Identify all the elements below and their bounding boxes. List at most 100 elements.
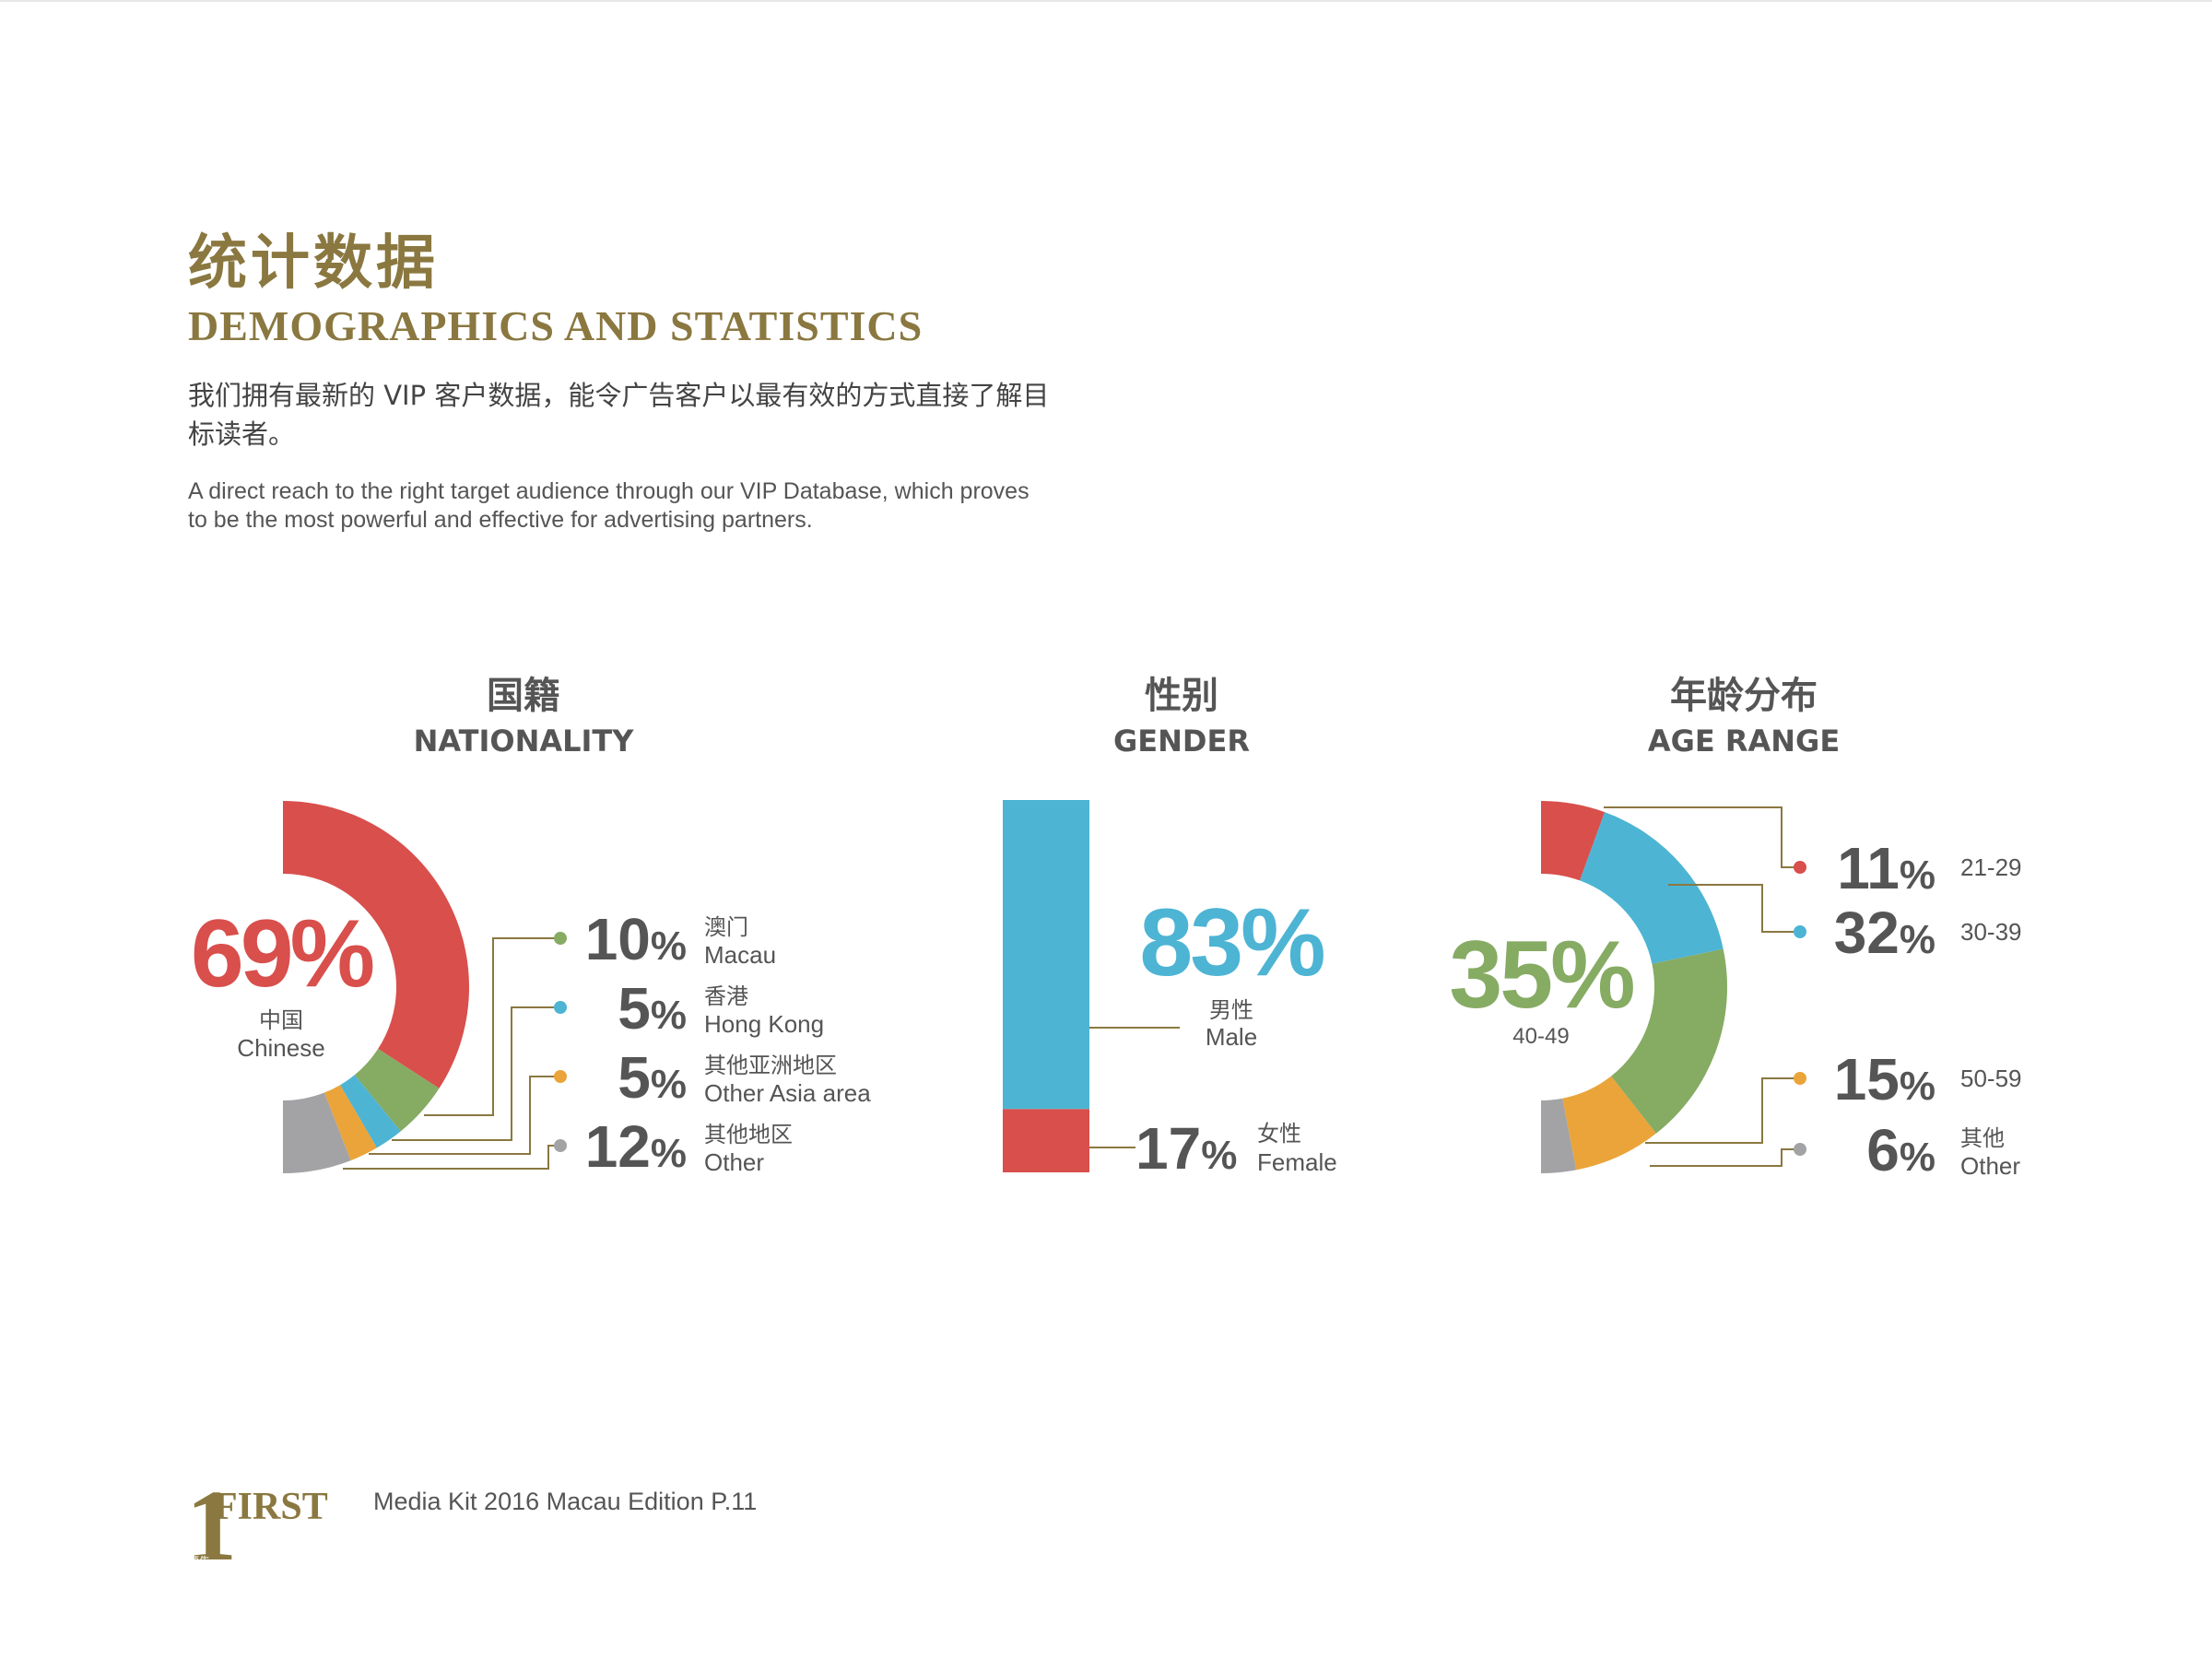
nationality-legend-dot-1 bbox=[554, 1001, 567, 1014]
age-legend-label-en-3: Other bbox=[1960, 1152, 2020, 1180]
nationality-legend-dot-0 bbox=[554, 932, 567, 945]
gender-male-label-en: Male bbox=[1206, 1023, 1257, 1051]
nationality-segment-3 bbox=[324, 1085, 377, 1161]
nationality-segment-2 bbox=[340, 1075, 401, 1148]
age-leader-2 bbox=[1645, 1077, 1800, 1144]
nationality-leader-2 bbox=[369, 1076, 560, 1155]
nationality-legend-num-0: 10 bbox=[585, 906, 651, 972]
nationality-chart: 国籍 NATIONALITY 69% 中国 Chinese 10% 澳门Macau… bbox=[191, 675, 871, 1180]
page-title-cn: 统计数据 bbox=[188, 229, 439, 298]
nationality-legend-value-3: 12% bbox=[585, 1113, 687, 1180]
age-main-label: 40-49 bbox=[1512, 1024, 1569, 1049]
nationality-segment-1 bbox=[354, 1048, 440, 1132]
nationality-legend-label-en-2: Other Asia area bbox=[704, 1079, 871, 1107]
nationality-legend-value-2: 5% bbox=[618, 1044, 687, 1111]
age-legend-value-0: 11% bbox=[1837, 835, 1936, 901]
age-legend-label-0: 21-29 bbox=[1960, 853, 2022, 881]
top-divider bbox=[0, 0, 2212, 2]
age-legend-value-3: 6% bbox=[1866, 1117, 1936, 1183]
age-legend-dot-0 bbox=[1794, 861, 1806, 874]
age-title-en: AGE RANGE bbox=[1648, 724, 1840, 759]
age-legend-percent-3: % bbox=[1900, 1135, 1936, 1180]
age-legend-dot-2 bbox=[1794, 1072, 1806, 1085]
age-legend-label-cn-3: 其他 bbox=[1960, 1125, 2005, 1151]
age-chart: 年龄分布 AGE RANGE 35% 40-49 11% 21-29 32% 30-3… bbox=[1449, 675, 2021, 1183]
nationality-legend-percent-2: % bbox=[651, 1062, 687, 1107]
nationality-legend-label-cn-1: 香港 bbox=[704, 983, 748, 1009]
nationality-leader-1 bbox=[392, 1006, 560, 1141]
nationality-donut bbox=[283, 801, 469, 1173]
age-title-cn: 年龄分布 bbox=[1670, 675, 1818, 717]
nationality-legend-label-cn-0: 澳门 bbox=[704, 914, 748, 940]
logo-numeral: 1 bbox=[186, 1475, 237, 1567]
first-logo-graphic: 1 FIRST 领先 bbox=[186, 1469, 328, 1582]
age-legend-percent-0: % bbox=[1900, 853, 1936, 898]
gender-bar-female bbox=[1003, 1109, 1089, 1172]
nationality-leader-3 bbox=[343, 1145, 560, 1170]
nationality-legend-num-3: 12 bbox=[585, 1113, 651, 1180]
nationality-legend-dot-2 bbox=[554, 1070, 567, 1083]
age-leader-1 bbox=[1668, 884, 1800, 933]
gender-female-label-en: Female bbox=[1257, 1148, 1337, 1176]
nationality-legend-value-1: 5% bbox=[618, 975, 687, 1041]
gender-title-en: GENDER bbox=[1113, 724, 1250, 759]
age-segment-0 bbox=[1541, 801, 1606, 881]
page-title-en: DEMOGRAPHICS AND STATISTICS bbox=[188, 302, 924, 349]
nationality-legend-label-en-3: Other bbox=[704, 1148, 764, 1176]
age-legend-label-1: 30-39 bbox=[1960, 918, 2022, 946]
nationality-legend-num-1: 5 bbox=[618, 975, 651, 1041]
age-legend-percent-2: % bbox=[1900, 1064, 1936, 1109]
nationality-legend-label-cn-2: 其他亚洲地区 bbox=[704, 1053, 837, 1078]
age-legend-num-2: 15 bbox=[1834, 1046, 1900, 1112]
age-legend-percent-1: % bbox=[1900, 917, 1936, 962]
nationality-title-cn: 国籍 bbox=[487, 675, 560, 717]
age-legend-label-2: 50-59 bbox=[1960, 1065, 2022, 1092]
nationality-leader-0 bbox=[424, 937, 560, 1116]
logo-first-text: FIRST bbox=[214, 1486, 328, 1528]
nationality-main-label-cn: 中国 bbox=[259, 1007, 303, 1033]
gender-female-percent-sign: % bbox=[1201, 1133, 1237, 1178]
gender-female-number: 17% bbox=[1135, 1115, 1237, 1182]
gender-female-num: 17 bbox=[1135, 1115, 1201, 1182]
page-header: 统计数据 DEMOGRAPHICS AND STATISTICS 我们拥有最新的… bbox=[188, 229, 1110, 535]
age-leader-3 bbox=[1650, 1148, 1800, 1167]
gender-chart: 性别 GENDER 83% 男性 Male 17% 女性 Female bbox=[1003, 675, 1337, 1182]
nationality-title-en: NATIONALITY bbox=[414, 724, 635, 759]
age-segment-4 bbox=[1541, 1098, 1577, 1173]
nationality-main-value: 69% bbox=[191, 900, 373, 1007]
nationality-legend-value-0: 10% bbox=[585, 906, 687, 972]
first-logo: 1 FIRST 领先 bbox=[186, 1469, 352, 1582]
footer-caption: Media Kit 2016 Macau Edition P.11 bbox=[373, 1488, 758, 1515]
nationality-legend-num-2: 5 bbox=[618, 1044, 651, 1111]
nationality-segment-4 bbox=[283, 1092, 351, 1173]
logo-cn-text: 领先 bbox=[188, 1555, 210, 1567]
nationality-legend-label-cn-3: 其他地区 bbox=[704, 1122, 793, 1147]
gender-female-label-cn: 女性 bbox=[1257, 1121, 1301, 1147]
description-cn: 我们拥有最新的 VIP 客户数据，能令广告客户以最有效的方式直接了解目标读者。 bbox=[188, 380, 1050, 450]
nationality-legend-percent-0: % bbox=[651, 924, 687, 969]
nationality-legend-percent-3: % bbox=[651, 1131, 687, 1176]
nationality-segment-0 bbox=[283, 801, 469, 1088]
age-leader-lines bbox=[1604, 806, 1800, 1167]
age-legend-value-1: 32% bbox=[1834, 900, 1936, 966]
nationality-legend-percent-1: % bbox=[651, 993, 687, 1038]
nationality-legend-dot-3 bbox=[554, 1139, 567, 1152]
age-segment-1 bbox=[1580, 812, 1724, 964]
gender-male-label-cn: 男性 bbox=[1209, 997, 1253, 1023]
age-legend-value-2: 15% bbox=[1834, 1046, 1936, 1112]
age-main-value: 35% bbox=[1449, 922, 1633, 1029]
age-legend-num-3: 6 bbox=[1866, 1117, 1900, 1183]
age-legend-dot-1 bbox=[1794, 925, 1806, 938]
age-legend-num-1: 32 bbox=[1834, 900, 1900, 966]
age-segment-2 bbox=[1611, 948, 1727, 1134]
age-legend-dot-3 bbox=[1794, 1143, 1806, 1156]
gender-male-value: 83% bbox=[1139, 889, 1324, 996]
description-en: A direct reach to the right target audie… bbox=[188, 478, 1030, 533]
gender-bar-male bbox=[1003, 800, 1089, 1110]
age-segment-3 bbox=[1562, 1076, 1656, 1171]
age-legend-num-0: 11 bbox=[1837, 835, 1900, 901]
nationality-legend-label-en-1: Hong Kong bbox=[704, 1010, 824, 1038]
